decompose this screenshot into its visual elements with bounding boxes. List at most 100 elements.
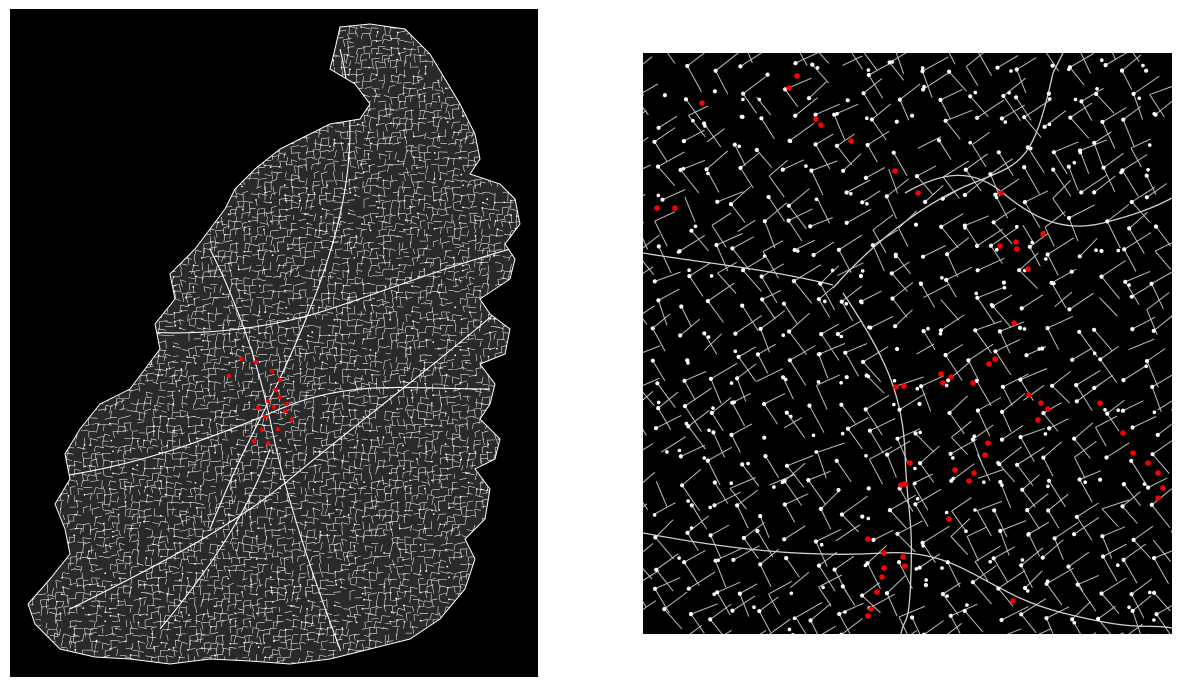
street-edge [33, 33, 36, 41]
street-edge [126, 46, 133, 49]
street-edge [145, 130, 155, 133]
street-edge [76, 159, 85, 162]
street-edge [131, 88, 134, 97]
street-edge [119, 257, 126, 259]
street-edge [332, 325, 334, 335]
street-edge [167, 206, 176, 208]
street-edge [433, 27, 436, 35]
street-edge [32, 38, 39, 40]
street-edge [356, 21, 364, 22]
street-edge [299, 246, 305, 249]
street-edge [20, 116, 26, 118]
street-edge [419, 33, 428, 35]
street-edge [508, 73, 511, 82]
street-edge [452, 200, 461, 204]
street-edge [115, 278, 125, 281]
street-edge [167, 52, 170, 59]
street-edge [291, 152, 301, 154]
street-edge [403, 129, 412, 131]
street-edge [138, 171, 141, 178]
street-edge [516, 68, 520, 71]
street-edge [252, 254, 260, 256]
street-edge [19, 200, 20, 206]
street-edge [406, 353, 409, 362]
street-edge [213, 286, 216, 293]
street-edge [457, 103, 460, 110]
street-edge [204, 21, 211, 23]
street-edge [28, 360, 31, 362]
street-edge [270, 341, 273, 348]
street-edge [327, 116, 335, 119]
street-edge [438, 46, 445, 49]
street-edge [308, 335, 314, 338]
street-edge [525, 333, 532, 335]
street-edge [47, 234, 49, 244]
street-edge [497, 164, 506, 168]
street-edge [501, 304, 503, 313]
street-edge [221, 24, 227, 26]
street-edge [195, 95, 202, 98]
street-edge [278, 81, 281, 88]
street-edge [416, 166, 424, 169]
street-edge [517, 321, 519, 331]
street-edge [118, 370, 125, 372]
street-edge [290, 267, 300, 270]
street-edge [67, 255, 69, 263]
street-edge [419, 159, 426, 162]
street-edge [210, 102, 216, 104]
street-edge [333, 188, 336, 197]
street-edge [109, 75, 113, 82]
street-edge [38, 285, 40, 294]
street-edge [303, 257, 306, 266]
street-edge [214, 236, 217, 243]
street-edge [53, 247, 63, 250]
street-edge [222, 60, 225, 69]
street-edge [375, 312, 377, 318]
street-edge [383, 38, 392, 42]
street-edge [165, 297, 172, 299]
street-edge [342, 285, 344, 292]
street-edge [41, 55, 49, 57]
street-edge [494, 291, 497, 299]
street-edge [157, 52, 160, 59]
street-edge [35, 53, 42, 56]
street-edge [90, 90, 92, 100]
street-edge [476, 24, 478, 26]
street-edge [179, 59, 181, 67]
street-edge [143, 195, 146, 203]
street-edge [389, 312, 391, 319]
street-edge [151, 31, 158, 34]
street-edge [497, 370, 499, 378]
street-edge [84, 75, 87, 83]
street-edge [96, 325, 102, 328]
street-edge [383, 187, 391, 189]
street-edge [235, 250, 238, 260]
street-edge [263, 109, 269, 112]
street-edge [119, 152, 127, 156]
street-edge [230, 251, 232, 259]
street-edge [264, 332, 271, 335]
street-edge [384, 213, 393, 217]
street-edge [510, 116, 512, 124]
street-edge [151, 158, 153, 167]
street-edge [70, 155, 79, 159]
street-edge [355, 32, 359, 38]
street-edge [188, 222, 191, 230]
street-edge [473, 111, 476, 119]
street-edge [336, 277, 342, 280]
street-edge [461, 317, 468, 320]
street-edge [181, 116, 191, 119]
street-edge [451, 132, 455, 139]
street-edge [504, 139, 507, 147]
street-edge [294, 275, 301, 277]
street-edge [525, 258, 532, 259]
street-edge [277, 108, 281, 118]
street-edge [165, 95, 167, 101]
street-edge [270, 339, 277, 342]
street-edge [235, 103, 238, 112]
street-edge [47, 202, 50, 208]
street-edge [80, 276, 83, 285]
street-edge [283, 52, 286, 61]
street-edge [307, 324, 314, 327]
street-edge [186, 362, 192, 364]
